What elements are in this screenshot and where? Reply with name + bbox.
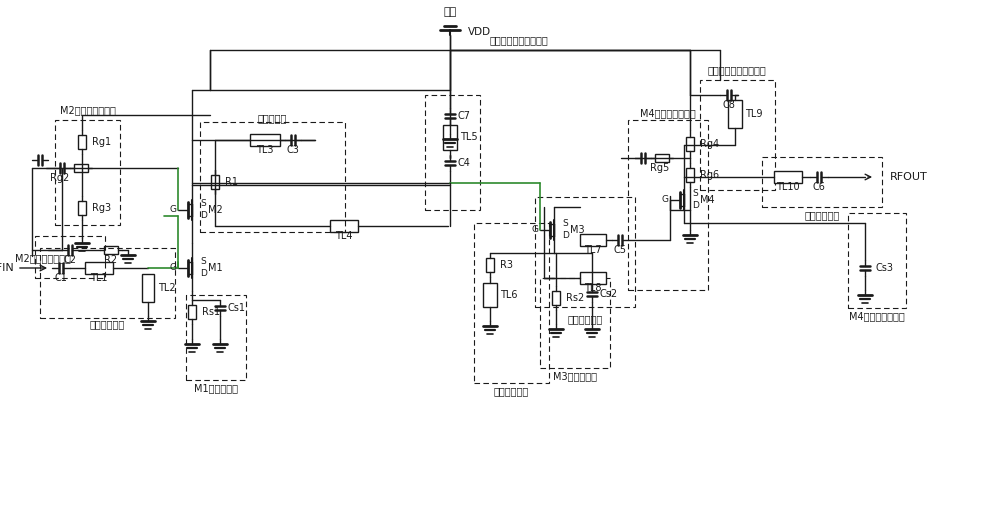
Text: M4管源极射频到地: M4管源极射频到地 (849, 311, 905, 321)
Text: C5: C5 (614, 245, 626, 255)
Text: Rs2: Rs2 (566, 293, 584, 303)
Text: G: G (169, 264, 176, 272)
Text: TL7: TL7 (584, 245, 602, 255)
Text: 输出匹配网络: 输出匹配网络 (804, 210, 840, 220)
Bar (486, 258, 494, 272)
Text: Cs3: Cs3 (875, 263, 893, 273)
Text: D: D (200, 269, 207, 278)
Text: TL1: TL1 (90, 273, 108, 283)
Text: Rs1: Rs1 (202, 307, 220, 317)
Text: 电流复用结构滤波网络: 电流复用结构滤波网络 (708, 65, 766, 75)
Text: M3管自偏网络: M3管自偏网络 (553, 371, 597, 381)
Text: TL6: TL6 (500, 290, 518, 300)
Bar (700, 80, 775, 190)
Text: RFIN: RFIN (0, 263, 15, 273)
Bar (104, 246, 118, 254)
Bar (535, 197, 635, 307)
Bar (655, 154, 669, 162)
Text: M4: M4 (700, 195, 715, 205)
Bar (200, 122, 345, 232)
Text: G: G (169, 206, 176, 215)
Text: Cs2: Cs2 (600, 289, 618, 299)
Text: TL4: TL4 (335, 231, 353, 241)
Bar (74, 164, 88, 172)
Bar (250, 134, 280, 146)
Bar (188, 305, 196, 319)
Bar (483, 283, 497, 307)
Bar (186, 295, 246, 380)
Bar (728, 100, 742, 128)
Bar (580, 272, 606, 284)
Bar (330, 220, 358, 232)
Bar (552, 291, 560, 305)
Text: Rg6: Rg6 (700, 170, 719, 180)
Text: D: D (562, 231, 569, 240)
Bar (78, 135, 86, 149)
Text: C8: C8 (723, 100, 735, 110)
Text: C4: C4 (458, 158, 471, 168)
Text: M2管栅极分压网络: M2管栅极分压网络 (60, 105, 116, 115)
Text: R2: R2 (104, 255, 118, 265)
Text: D: D (200, 211, 207, 220)
Text: Rg4: Rg4 (700, 139, 719, 149)
Bar (85, 262, 113, 274)
Text: 电流复用网络: 电流复用网络 (567, 314, 603, 324)
Text: Rg1: Rg1 (92, 137, 111, 147)
Text: M1: M1 (208, 263, 223, 273)
Text: G: G (661, 196, 668, 205)
Text: D: D (692, 201, 699, 210)
Text: TL8: TL8 (584, 283, 602, 293)
Text: Rg3: Rg3 (92, 203, 111, 213)
Bar (443, 125, 457, 150)
Bar (55, 120, 120, 225)
Text: TL5: TL5 (460, 132, 478, 142)
Text: M2管栅极射频到地: M2管栅极射频到地 (15, 253, 71, 263)
Text: TL3: TL3 (256, 145, 274, 155)
Text: C6: C6 (813, 182, 825, 192)
Text: Rg5: Rg5 (650, 163, 670, 173)
Bar (762, 157, 882, 207)
Text: 共源共栅结构滤波网络: 共源共栅结构滤波网络 (490, 35, 549, 45)
Text: R3: R3 (500, 260, 513, 270)
Text: G: G (531, 226, 538, 235)
Text: 负反馈网络: 负反馈网络 (257, 113, 287, 123)
Text: TL10: TL10 (776, 182, 800, 192)
Text: VDD: VDD (468, 27, 491, 37)
Bar (540, 278, 610, 368)
Text: 级间匹配网络: 级间匹配网络 (493, 386, 529, 396)
Bar (686, 137, 694, 151)
Bar (474, 223, 549, 383)
Text: TL2: TL2 (158, 283, 176, 293)
Bar (40, 248, 175, 318)
Bar (211, 175, 219, 189)
Text: 输入匹配网络: 输入匹配网络 (89, 319, 125, 329)
Text: M1管自偏网络: M1管自偏网络 (194, 383, 238, 393)
Text: M2: M2 (208, 205, 223, 215)
Text: S: S (200, 258, 206, 267)
Bar (686, 168, 694, 182)
Bar (142, 274, 154, 302)
Bar (848, 213, 906, 308)
Text: S: S (562, 219, 568, 228)
Text: S: S (200, 199, 206, 208)
Bar (580, 234, 606, 246)
Text: M3: M3 (570, 225, 585, 235)
Bar (35, 236, 105, 278)
Text: Cs1: Cs1 (228, 303, 246, 313)
Text: RFOUT: RFOUT (890, 172, 928, 182)
Bar (774, 171, 802, 183)
Text: R1: R1 (225, 177, 238, 187)
Text: C7: C7 (458, 111, 471, 121)
Text: M4管栅极分压网络: M4管栅极分压网络 (640, 108, 696, 118)
Bar (425, 95, 480, 210)
Text: C1: C1 (55, 273, 67, 283)
Text: C3: C3 (287, 145, 299, 155)
Text: TL9: TL9 (745, 109, 763, 119)
Text: S: S (692, 189, 698, 198)
Text: Rg2: Rg2 (50, 173, 70, 183)
Bar (628, 120, 708, 290)
Text: C2: C2 (64, 255, 76, 265)
Text: 电源: 电源 (443, 7, 457, 17)
Bar (78, 201, 86, 215)
